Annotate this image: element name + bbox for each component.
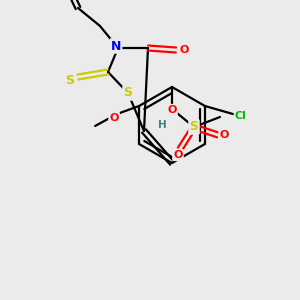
Text: O: O [173, 150, 183, 160]
Text: S: S [190, 121, 199, 134]
Text: O: O [110, 113, 119, 123]
Text: O: O [179, 45, 189, 55]
Text: H: H [158, 120, 166, 130]
Text: Cl: Cl [235, 111, 247, 121]
Text: N: N [111, 40, 121, 52]
Text: O: O [167, 105, 177, 115]
Text: S: S [65, 74, 74, 86]
Text: S: S [124, 86, 133, 100]
Text: O: O [219, 130, 229, 140]
